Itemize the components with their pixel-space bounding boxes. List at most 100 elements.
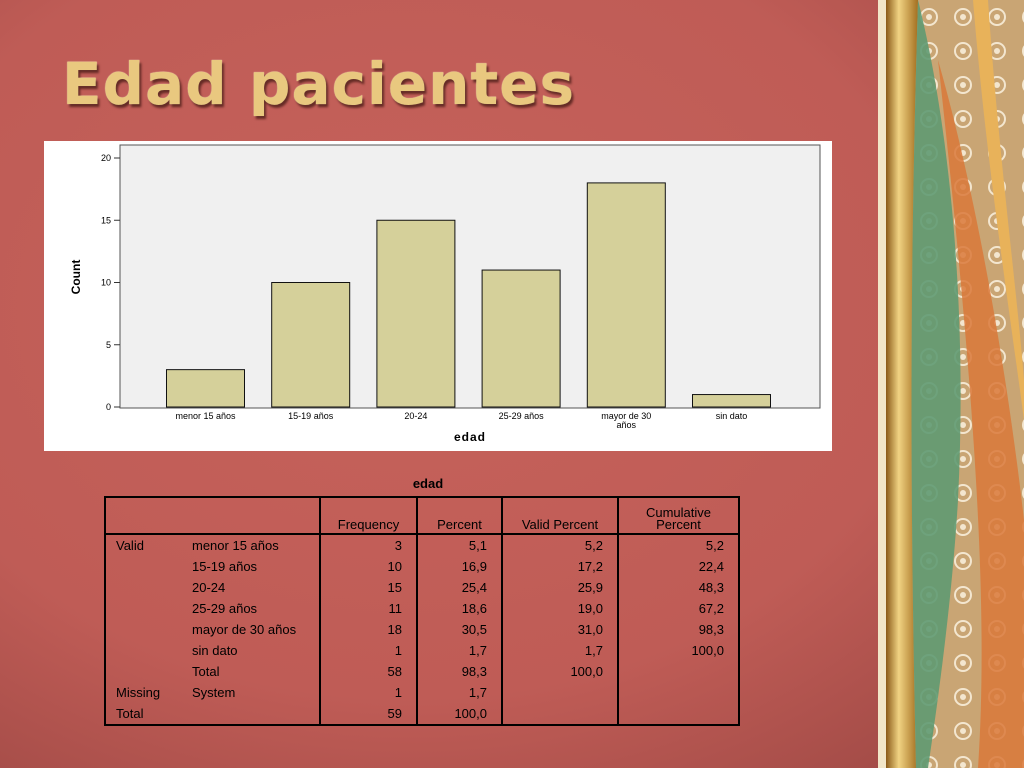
cell-frequency: 59 [320, 703, 418, 726]
cell-cumulative-percent: 5,2 [618, 534, 740, 556]
cell-cumulative-percent [618, 682, 740, 703]
row-label: 20-24 [182, 577, 321, 598]
header-cumulative-line-2: Percent [656, 517, 701, 532]
table-row: 20-24 15 25,4 25,9 48,3 [104, 577, 740, 598]
bar-chart-svg: 0 5 10 15 20 menor 15 años 15-19 años 20-24 25-… [69, 144, 821, 444]
bar [692, 394, 771, 408]
cell-valid-percent: 5,2 [502, 534, 619, 556]
table-header-row: Frequency Percent Valid Percent Cumulati… [104, 496, 740, 535]
cell-percent: 16,9 [417, 556, 503, 577]
cell-percent: 30,5 [417, 619, 503, 640]
header-valid-percent: Valid Percent [502, 496, 619, 535]
row-label [182, 703, 321, 726]
row-group [104, 577, 182, 598]
bar [376, 219, 456, 408]
table-row: Valid menor 15 años 3 5,1 5,2 5,2 [104, 534, 740, 556]
row-group [104, 640, 182, 661]
cell-valid-percent: 19,0 [502, 598, 619, 619]
table-body: Valid menor 15 años 3 5,1 5,2 5,2 15-19 años 10… [104, 534, 740, 726]
cell-valid-percent: 31,0 [502, 619, 619, 640]
row-group [104, 661, 182, 682]
cell-percent: 98,3 [417, 661, 503, 682]
x-tick-label: 25-29 años [499, 411, 545, 421]
cell-frequency: 58 [320, 661, 418, 682]
x-tick-label: mayor de 30 [601, 411, 651, 421]
header-cumulative-percent: Cumulative Percent [618, 496, 740, 535]
header-percent: Percent [417, 496, 503, 535]
y-tick-label: 20 [101, 153, 111, 163]
cell-cumulative-percent: 48,3 [618, 577, 740, 598]
cell-cumulative-percent: 98,3 [618, 619, 740, 640]
cell-valid-percent: 25,9 [502, 577, 619, 598]
x-tick-label: sin dato [716, 411, 748, 421]
cell-cumulative-percent [618, 703, 740, 726]
cell-cumulative-percent: 100,0 [618, 640, 740, 661]
cell-percent: 1,7 [417, 640, 503, 661]
row-group: Total [104, 703, 182, 726]
row-label: sin dato [182, 640, 321, 661]
bar [271, 282, 351, 408]
cell-frequency: 11 [320, 598, 418, 619]
plot-area [119, 144, 821, 409]
row-group [104, 556, 182, 577]
cell-frequency: 3 [320, 534, 418, 556]
row-label: 15-19 años [182, 556, 321, 577]
cell-valid-percent [502, 682, 619, 703]
row-group: Valid [104, 534, 182, 556]
bar [586, 182, 666, 408]
row-label: menor 15 años [182, 534, 321, 556]
header-cumulative-line-1: Cumulative [645, 505, 712, 520]
cell-frequency: 1 [320, 682, 418, 703]
y-axis-title: Count [69, 260, 83, 295]
x-tick-label: años [617, 420, 637, 430]
x-tick-label: 20-24 [404, 411, 427, 421]
cell-cumulative-percent: 67,2 [618, 598, 740, 619]
cell-frequency: 18 [320, 619, 418, 640]
table-row: 15-19 años 10 16,9 17,2 22,4 [104, 556, 740, 577]
cell-frequency: 10 [320, 556, 418, 577]
row-label: 25-29 años [182, 598, 321, 619]
table-row: Missing System 1 1,7 [104, 682, 740, 703]
y-tick-label: 0 [106, 402, 111, 412]
header-frequency: Frequency [320, 496, 418, 535]
table-row: sin dato 1 1,7 1,7 100,0 [104, 640, 740, 661]
table-row: Total 59 100,0 [104, 703, 740, 726]
frequency-table: Frequency Percent Valid Percent Cumulati… [104, 496, 740, 726]
table-row: 25-29 años 11 18,6 19,0 67,2 [104, 598, 740, 619]
bar-chart: 0 5 10 15 20 menor 15 años 15-19 años 20-24 25-… [44, 141, 832, 451]
cell-valid-percent: 17,2 [502, 556, 619, 577]
y-tick-label: 10 [101, 278, 111, 288]
row-group [104, 598, 182, 619]
cell-frequency: 1 [320, 640, 418, 661]
y-tick-label: 5 [106, 340, 111, 350]
table-row: mayor de 30 años 18 30,5 31,0 98,3 [104, 619, 740, 640]
bar [481, 269, 561, 408]
row-label: mayor de 30 años [182, 619, 321, 640]
y-axis: 0 5 10 15 20 [101, 153, 120, 412]
cell-cumulative-percent [618, 661, 740, 682]
cell-valid-percent: 100,0 [502, 661, 619, 682]
cell-frequency: 15 [320, 577, 418, 598]
x-axis-title: edad [454, 430, 486, 444]
row-group [104, 619, 182, 640]
cell-cumulative-percent: 22,4 [618, 556, 740, 577]
bar [166, 369, 245, 408]
cell-valid-percent [502, 703, 619, 726]
cell-percent: 100,0 [417, 703, 503, 726]
x-axis-labels: menor 15 años 15-19 años 20-24 25-29 años ma… [175, 411, 747, 430]
table-row: Total 58 98,3 100,0 [104, 661, 740, 682]
cell-percent: 18,6 [417, 598, 503, 619]
row-label: System [182, 682, 321, 703]
x-tick-label: 15-19 años [288, 411, 334, 421]
cell-valid-percent: 1,7 [502, 640, 619, 661]
row-label: Total [182, 661, 321, 682]
x-tick-label: menor 15 años [175, 411, 236, 421]
decorative-side-panel [878, 0, 1024, 768]
y-tick-label: 15 [101, 215, 111, 225]
row-group: Missing [104, 682, 182, 703]
cell-percent: 25,4 [417, 577, 503, 598]
slide-title: Edad pacientes [62, 50, 576, 118]
cell-percent: 1,7 [417, 682, 503, 703]
cell-percent: 5,1 [417, 534, 503, 556]
table-caption: edad [412, 476, 444, 491]
